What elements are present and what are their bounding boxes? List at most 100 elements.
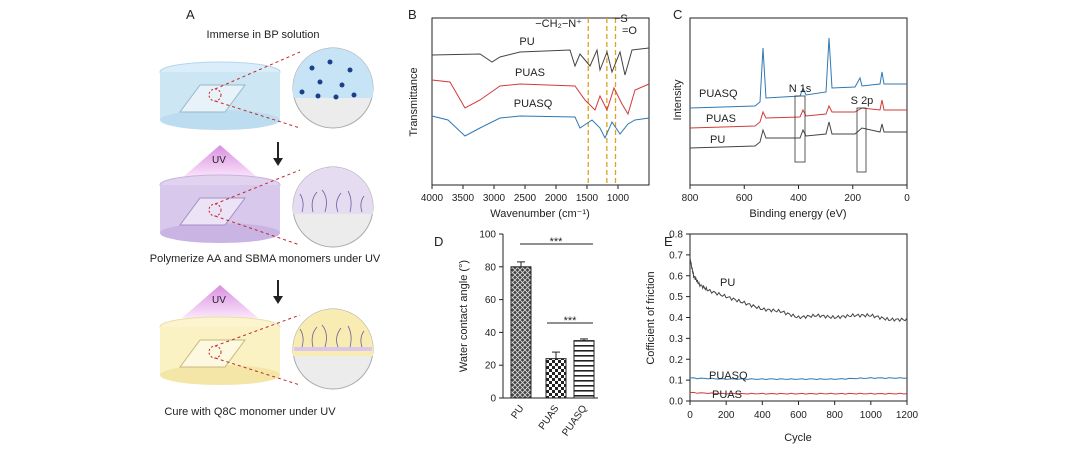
ytick-label-e: 0.5 bbox=[669, 292, 683, 303]
ytick-label-e: 0.0 bbox=[669, 397, 683, 408]
xtick-label-d: PU bbox=[509, 403, 526, 421]
series-label-pu-xps: PU bbox=[710, 134, 725, 146]
panel-e-ylabel: Cofficient of friction bbox=[645, 271, 657, 364]
uv-cone-2 bbox=[182, 285, 258, 318]
panel-e-letter: E bbox=[664, 234, 673, 249]
uv-label-1: UV bbox=[212, 155, 226, 166]
bar-pu bbox=[510, 266, 532, 399]
series-line-puasq bbox=[431, 115, 650, 140]
n1s-box bbox=[794, 95, 806, 163]
series-line-pu bbox=[431, 47, 650, 76]
series-line-puas-friction bbox=[689, 391, 908, 395]
ytick-label-e: 0.1 bbox=[669, 376, 683, 387]
series-label-puas-friction: PUAS bbox=[712, 389, 742, 401]
ytick-label-d: 80 bbox=[485, 262, 497, 273]
series-line-puas-xps bbox=[689, 99, 907, 129]
panel-d-letter: D bbox=[434, 234, 443, 249]
panel-b-letter: B bbox=[408, 7, 417, 22]
sig-label-1: *** bbox=[550, 236, 564, 248]
sig-label-2: *** bbox=[564, 315, 578, 327]
step-1-caption: Immerse in BP solution bbox=[207, 29, 320, 41]
step-2-illustration: UV bbox=[159, 145, 374, 248]
xtick-label-d: PUAS bbox=[537, 403, 562, 432]
series-label-pu-friction: PU bbox=[720, 277, 735, 289]
arrow-2-head bbox=[273, 296, 283, 304]
series-label-puasq-xps: PUASQ bbox=[699, 88, 738, 100]
xtick-label-b: 1500 bbox=[576, 193, 599, 204]
uv-cone-1 bbox=[182, 145, 258, 178]
ytick-label-d: 100 bbox=[479, 230, 496, 241]
series-label-puasq: PUASQ bbox=[514, 98, 553, 110]
panel-e-xlabel: Cycle bbox=[784, 432, 812, 444]
annotation-s: −S bbox=[614, 13, 628, 25]
panel-b-frame bbox=[431, 17, 650, 186]
xtick-label-e: 200 bbox=[718, 410, 735, 421]
xtick-label-b: 2000 bbox=[545, 193, 568, 204]
step-2-caption: Polymerize AA and SBMA monomers under UV bbox=[150, 253, 381, 265]
xtick-label-e: 800 bbox=[826, 410, 843, 421]
panel-c-letter: C bbox=[673, 7, 682, 22]
xtick-label-b: 4000 bbox=[421, 193, 444, 204]
panel-d-ylabel: Water contact angle (°) bbox=[458, 260, 470, 372]
xtick-label-e: 600 bbox=[790, 410, 807, 421]
panel-c-frame bbox=[689, 17, 908, 186]
s2p-box bbox=[856, 107, 867, 173]
panel-b-ylabel: Transmittance bbox=[408, 67, 420, 136]
panel-e: E Cofficient of friction Cycle 0 200 400 60… bbox=[645, 230, 919, 445]
annotation-o: =O bbox=[622, 25, 637, 37]
panel-c-xticks: 800 600 400 200 0 bbox=[682, 185, 910, 204]
panel-e-ticks: 0 200 400 600 800 1000 1200 0.0 0.1 0.2 0.3 0.4 0.5 0… bbox=[669, 230, 918, 422]
series-line-puasq-friction bbox=[689, 377, 908, 381]
ytick-label-e: 0.2 bbox=[669, 355, 683, 366]
panel-c-ylabel: Intensity bbox=[672, 79, 684, 120]
series-line-puas bbox=[431, 79, 650, 116]
s2p-label: S 2p bbox=[851, 95, 874, 107]
panel-a-letter: A bbox=[186, 7, 195, 22]
bar-puasq bbox=[573, 340, 595, 399]
step-3-caption: Cure with Q8C monomer under UV bbox=[164, 406, 336, 418]
xtick-label-b: 2500 bbox=[514, 193, 537, 204]
xtick-label-c: 600 bbox=[736, 193, 753, 204]
bar-puas bbox=[545, 358, 567, 399]
panel-c-xlabel: Binding energy (eV) bbox=[749, 208, 846, 220]
panel-e-series bbox=[689, 258, 908, 395]
panel-b: B Transmittance Wavenumber (cm⁻¹) 4000 35… bbox=[408, 7, 650, 220]
uv-label-2: UV bbox=[212, 295, 226, 306]
series-label-pu: PU bbox=[519, 36, 534, 48]
xtick-label-c: 200 bbox=[844, 193, 861, 204]
panel-b-reference-lines bbox=[587, 18, 617, 185]
xtick-label-e: 400 bbox=[754, 410, 771, 421]
xtick-label-c: 400 bbox=[790, 193, 807, 204]
ytick-label-d: 20 bbox=[485, 361, 497, 372]
xtick-label-b: 3500 bbox=[452, 193, 475, 204]
xtick-label-b: 3000 bbox=[483, 193, 506, 204]
panel-d-yticks: 0 20 40 60 80 100 bbox=[479, 230, 503, 405]
series-line-puasq-xps bbox=[689, 37, 907, 109]
ytick-label-d: 60 bbox=[485, 295, 497, 306]
xtick-label-e: 1000 bbox=[860, 410, 883, 421]
step-3-illustration: UV bbox=[159, 285, 374, 390]
ytick-label-e: 0.4 bbox=[669, 313, 683, 324]
xtick-label-c: 0 bbox=[904, 193, 910, 204]
xtick-label-b: 1000 bbox=[607, 193, 630, 204]
series-label-puas: PUAS bbox=[515, 67, 545, 79]
panel-d: D Water contact angle (°) 0 20 40 60 80 100 P… bbox=[434, 230, 598, 438]
xtick-label-e: 0 bbox=[687, 410, 693, 421]
ytick-label-e: 0.7 bbox=[669, 250, 683, 261]
panel-c: C Intensity Binding energy (eV) 800 600 40… bbox=[672, 7, 910, 220]
panel-b-xticks: 4000 3500 3000 2500 2000 1500 1000 bbox=[421, 185, 630, 204]
arrow-1-head bbox=[273, 158, 283, 166]
panel-a: A Immerse in BP solution UV bbox=[150, 7, 381, 418]
series-line-pu-xps bbox=[689, 121, 907, 149]
xtick-label-e: 1200 bbox=[896, 410, 919, 421]
annotation-ch2-n: −CH₂−N⁺ bbox=[535, 18, 582, 30]
ytick-label-e: 0.3 bbox=[669, 334, 683, 345]
ytick-label-d: 40 bbox=[485, 328, 497, 339]
xtick-label-c: 800 bbox=[682, 193, 699, 204]
panel-d-bars bbox=[510, 261, 595, 399]
series-line-pu-friction bbox=[689, 258, 908, 323]
panel-b-xlabel: Wavenumber (cm⁻¹) bbox=[490, 208, 590, 220]
xtick-label-d: PUASQ bbox=[560, 403, 589, 438]
